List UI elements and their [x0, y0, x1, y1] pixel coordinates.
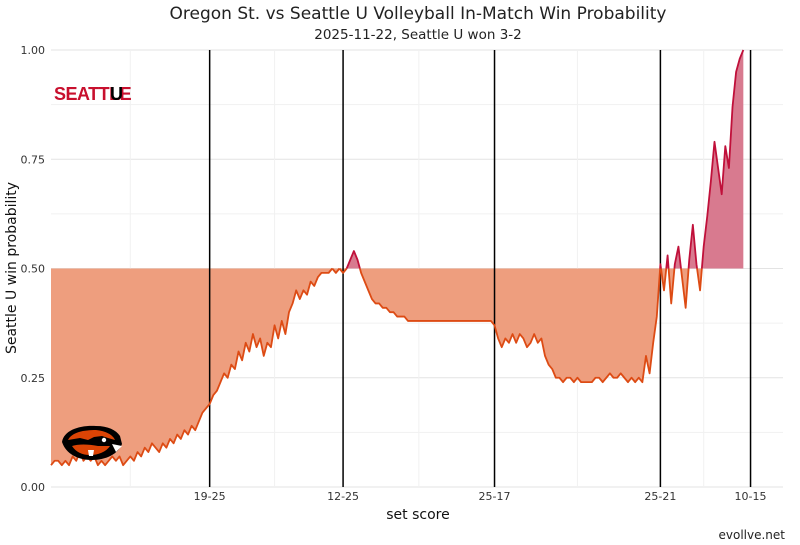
y-tick-label: 0.00 — [21, 481, 46, 494]
seattle-line — [659, 263, 662, 269]
seattle-u-logo: SEATTLE U — [54, 84, 132, 104]
x-tick-label: 19-25 — [194, 490, 226, 503]
y-tick-label: 1.00 — [21, 44, 46, 57]
x-axis-ticks: 19-25 12-25 25-17 25-21 10-15 — [194, 490, 767, 503]
y-tick-label: 0.50 — [21, 263, 46, 276]
oregon-area — [359, 268, 661, 383]
seattle-line — [345, 250, 361, 269]
oregon-line — [359, 268, 661, 384]
x-axis-title: set score — [386, 507, 449, 523]
beaver-logo-icon — [62, 425, 122, 460]
oregon-line — [667, 268, 676, 305]
oregon-line — [680, 268, 690, 309]
set-end-lines — [208, 50, 752, 487]
seattle-line — [700, 49, 745, 269]
probability-lines — [50, 49, 745, 467]
oregon-line — [338, 267, 348, 274]
oregon-area — [51, 268, 333, 466]
seattle-line — [665, 254, 670, 269]
chart-subtitle: 2025-11-22, Seattle U won 3-2 — [314, 27, 522, 43]
x-tick-label: 25-21 — [644, 490, 676, 503]
y-axis-ticks: 0.00 0.25 0.50 0.75 1.00 — [21, 44, 46, 494]
oregon-line — [660, 268, 668, 292]
oregon-line — [50, 267, 333, 467]
probability-areas — [51, 50, 744, 466]
seattle-u-logo-suffix: U — [110, 84, 123, 104]
x-tick-label: 25-17 — [479, 490, 511, 503]
oregon-line — [696, 268, 703, 292]
seattle-area — [688, 224, 698, 269]
credit-text: evollve.net — [719, 528, 786, 542]
chart-title: Oregon St. vs Seattle U Volleyball In-Ma… — [170, 4, 667, 24]
y-tick-label: 0.75 — [21, 153, 46, 166]
oregon-line — [331, 267, 341, 274]
seattle-line — [687, 223, 698, 269]
x-tick-label: 12-25 — [327, 490, 359, 503]
seattle-area — [674, 246, 681, 269]
seattle-u-logo-text: SEATTLE — [54, 84, 132, 104]
seattle-line — [673, 245, 682, 269]
seattle-area — [346, 251, 360, 269]
y-tick-label: 0.25 — [21, 372, 46, 385]
y-axis-title: Seattle U win probability — [4, 182, 20, 354]
x-tick-label: 10-15 — [735, 490, 767, 503]
